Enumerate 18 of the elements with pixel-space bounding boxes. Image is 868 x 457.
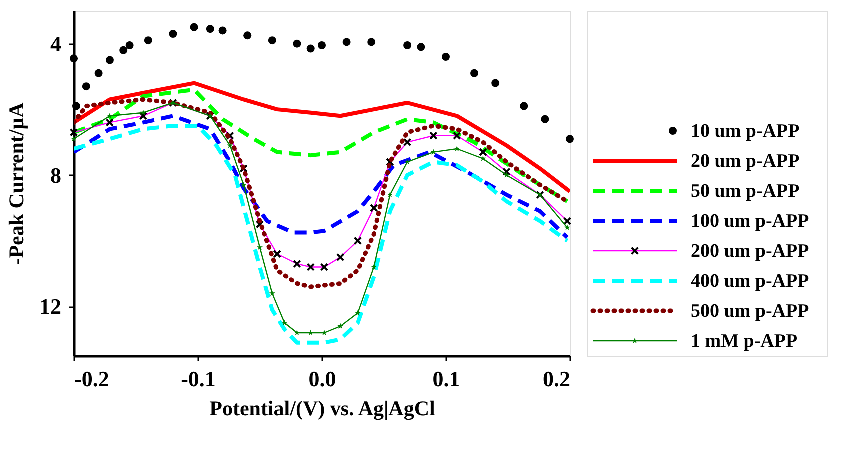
x-tick-label: -0.1 <box>181 366 216 392</box>
x-tick-label: 0.2 <box>543 366 570 392</box>
x-tick-label: -0.2 <box>74 366 110 392</box>
legend-label: 100 um p-APP <box>691 211 810 232</box>
legend-label: 1 mM p-APP <box>691 331 798 352</box>
y-tick-label: 12 <box>40 294 62 320</box>
x-tick-label: 0.0 <box>308 366 336 392</box>
legend-label: 20 um p-APP <box>691 151 800 172</box>
legend-label: 200 um p-APP <box>691 241 810 262</box>
legend-label: 400 um p-APP <box>691 271 810 292</box>
x-tick-label: 0.1 <box>432 366 460 392</box>
legend-label: 500 um p-APP <box>691 301 810 322</box>
x-axis-title: Potential/(V) vs. Ag|AgCl <box>210 396 436 420</box>
y-axis-title: -Peak Current/μA <box>4 102 28 266</box>
legend-label: 50 um p-APP <box>691 181 800 202</box>
legend-label: 10 um p-APP <box>691 121 800 142</box>
y-tick-label: 8 <box>50 162 62 188</box>
y-tick-label: 4 <box>50 31 62 56</box>
